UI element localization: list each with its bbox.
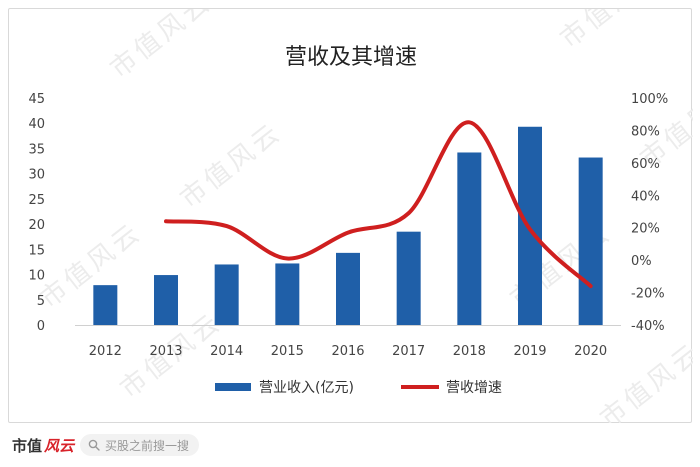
brand-logo-script: 风云 bbox=[44, 436, 75, 455]
brand-logo[interactable]: 市值 风云 bbox=[12, 435, 74, 456]
x-tick-label: 2013 bbox=[149, 344, 182, 359]
bar-series bbox=[93, 126, 603, 326]
left-tick-label: 20 bbox=[28, 218, 45, 233]
right-axis: -40% -20% 0% 20% 40% 60% 80% 100% bbox=[631, 92, 668, 334]
left-tick-label: 15 bbox=[28, 243, 45, 258]
watermark-text: 市值风云 bbox=[555, 9, 668, 55]
left-tick-label: 35 bbox=[28, 142, 45, 157]
watermark-text: 市值风云 bbox=[175, 117, 288, 215]
x-tick-label: 2018 bbox=[453, 344, 486, 359]
footer-bar: 市值 风云 买股之前搜一搜 bbox=[0, 423, 700, 467]
watermark-text: 市值风云 bbox=[35, 217, 148, 315]
chart-svg: 市值风云市值风云市值风云市值风云市值风云市值风云市值风云市值风云 营收及其增速 … bbox=[28, 9, 693, 424]
x-tick-label: 2016 bbox=[331, 344, 364, 359]
left-tick-label: 30 bbox=[28, 168, 45, 183]
right-tick-label: 100% bbox=[631, 92, 668, 107]
line-series bbox=[164, 120, 593, 289]
watermark-text: 市值风云 bbox=[105, 9, 218, 85]
bar-revenue bbox=[336, 252, 360, 325]
legend-label-revenue: 营业收入(亿元) bbox=[259, 380, 354, 396]
right-tick-label: -20% bbox=[631, 287, 665, 302]
search-placeholder: 买股之前搜一搜 bbox=[105, 438, 190, 453]
left-axis: 0 5 10 15 20 25 30 35 40 45 bbox=[28, 92, 45, 334]
x-tick-label: 2012 bbox=[89, 344, 122, 359]
legend-label-growth: 营收增速 bbox=[446, 380, 502, 396]
legend-swatch-revenue bbox=[215, 383, 251, 391]
left-tick-label: 5 bbox=[37, 294, 45, 309]
left-tick-label: 45 bbox=[28, 92, 45, 107]
chart-title: 营收及其增速 bbox=[285, 45, 417, 70]
bar-revenue bbox=[396, 231, 421, 325]
x-tick-label: 2019 bbox=[513, 344, 546, 359]
line-growth bbox=[164, 120, 593, 289]
right-tick-label: 80% bbox=[631, 124, 660, 139]
x-tick-label: 2014 bbox=[210, 344, 243, 359]
search-icon bbox=[88, 439, 100, 451]
x-axis: 2012 2013 2014 2015 2016 2017 2018 2019 2020 bbox=[75, 325, 621, 359]
left-tick-label: 0 bbox=[37, 319, 45, 334]
bar-revenue bbox=[214, 264, 239, 325]
bar-revenue bbox=[578, 157, 603, 325]
right-tick-label: 0% bbox=[631, 254, 652, 269]
right-tick-label: 60% bbox=[631, 157, 660, 172]
right-tick-label: 20% bbox=[631, 222, 660, 237]
legend: 营业收入(亿元) 营收增速 bbox=[215, 380, 502, 396]
right-tick-label: 40% bbox=[631, 189, 660, 204]
x-tick-label: 2015 bbox=[271, 344, 304, 359]
watermark-text: 市值风云 bbox=[595, 337, 693, 424]
left-tick-label: 25 bbox=[28, 193, 45, 208]
right-tick-label: -40% bbox=[631, 319, 665, 334]
left-tick-label: 40 bbox=[28, 117, 45, 132]
chart-frame: 市值风云市值风云市值风云市值风云市值风云市值风云市值风云市值风云 营收及其增速 … bbox=[8, 8, 693, 424]
search-bar[interactable]: 买股之前搜一搜 bbox=[80, 434, 200, 456]
x-tick-label: 2020 bbox=[574, 344, 607, 359]
bar-revenue bbox=[154, 275, 178, 325]
x-tick-label: 2017 bbox=[392, 344, 425, 359]
bar-revenue bbox=[275, 263, 300, 325]
bar-revenue bbox=[93, 285, 118, 325]
brand-logo-text: 市值 bbox=[12, 436, 43, 455]
left-tick-label: 10 bbox=[28, 269, 45, 284]
bar-revenue bbox=[457, 152, 482, 325]
